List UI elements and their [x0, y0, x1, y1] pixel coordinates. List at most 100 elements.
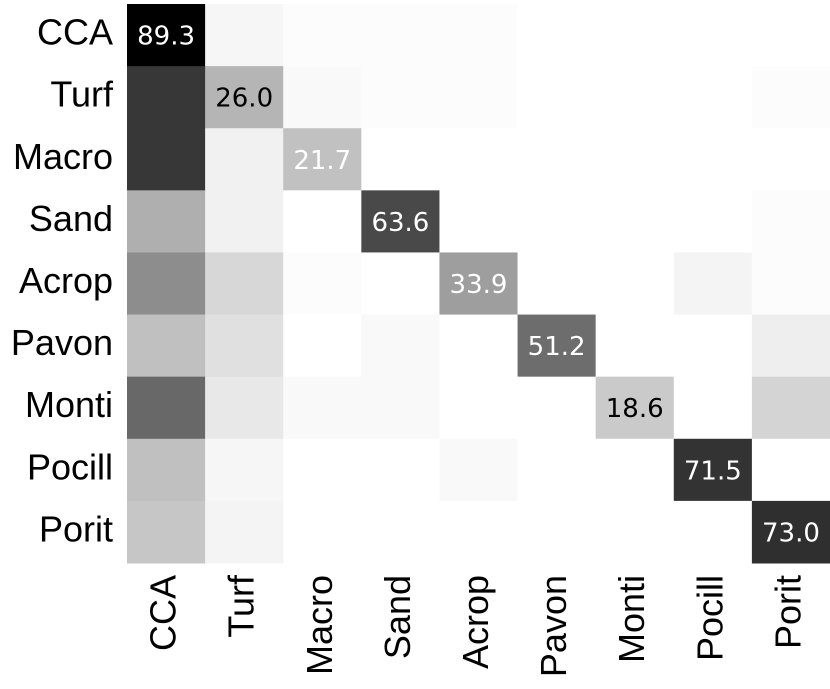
cell: [361, 500, 440, 564]
cell: [517, 438, 597, 502]
cell: [361, 66, 440, 129]
col-label: Porit: [767, 575, 808, 649]
cell: [205, 66, 284, 129]
cell: [283, 66, 362, 129]
row-label: Porit: [39, 508, 113, 549]
cell: [439, 500, 519, 564]
cell: [673, 128, 753, 191]
cell: [361, 4, 440, 67]
cell: [595, 252, 675, 316]
cell: [127, 252, 206, 316]
cell: [283, 500, 362, 564]
col-label: Monti: [611, 575, 652, 663]
cell: [517, 500, 597, 564]
col-label: Sand: [377, 575, 418, 659]
col-label: Pavon: [533, 575, 574, 677]
cell: [283, 128, 362, 191]
cell: [673, 66, 753, 129]
cell-label: 71.5: [684, 456, 742, 486]
col-label: CCA: [143, 575, 184, 651]
cell-label: 51.2: [528, 332, 586, 362]
cell: [361, 376, 440, 440]
cell: [673, 376, 753, 440]
cell-label: 21.7: [293, 146, 351, 176]
cell-label: 18.6: [606, 394, 664, 424]
cell: [673, 252, 753, 316]
cell: [439, 252, 519, 316]
cell: [751, 376, 830, 440]
cell-label: 63.6: [371, 208, 429, 238]
cell: [673, 314, 753, 378]
cell: [751, 314, 830, 378]
cell: [283, 438, 362, 502]
cell: [595, 4, 675, 67]
cell: [361, 252, 440, 316]
cell: [517, 4, 597, 67]
cell: [595, 438, 675, 502]
row-label: Macro: [13, 136, 113, 177]
cell: [127, 4, 206, 67]
cell: [205, 500, 284, 564]
cell: [595, 128, 675, 191]
cell: [751, 252, 830, 316]
cell: [439, 128, 519, 191]
cell: [439, 66, 519, 129]
cell: [751, 500, 830, 564]
cell: [595, 376, 675, 440]
cell-label: 89.3: [137, 22, 195, 52]
cell: [439, 314, 519, 378]
cell: [673, 190, 753, 253]
cell: [283, 376, 362, 440]
cell: [205, 252, 284, 316]
cell: [283, 190, 362, 253]
cell: [673, 438, 753, 502]
cell: [127, 314, 206, 378]
cell: [673, 4, 753, 67]
row-label: Turf: [50, 74, 114, 115]
row-label: Sand: [29, 198, 113, 239]
cell: [517, 376, 597, 440]
cell: [439, 376, 519, 440]
cell: [595, 314, 675, 378]
cell: [127, 500, 206, 564]
col-label: Pocill: [689, 575, 730, 661]
cell: [205, 314, 284, 378]
col-label: Macro: [299, 575, 340, 675]
cell: [595, 190, 675, 253]
cell: [751, 190, 830, 253]
cell: [205, 128, 284, 191]
cell: [517, 128, 597, 191]
cell: [127, 128, 206, 191]
cell-label: 26.0: [215, 84, 273, 114]
col-label: Turf: [221, 574, 262, 638]
cell: [127, 190, 206, 253]
cell: [205, 438, 284, 502]
cell: [283, 252, 362, 316]
cell: [127, 376, 206, 440]
cell: [361, 190, 440, 253]
cell: [751, 438, 830, 502]
row-label: Pavon: [11, 322, 113, 363]
cell: [283, 4, 362, 67]
cell: [517, 66, 597, 129]
cell: [751, 66, 830, 129]
cell: [517, 314, 597, 378]
row-label: Pocill: [27, 446, 113, 487]
cell: [361, 314, 440, 378]
row-label: CCA: [37, 12, 113, 53]
cell: [361, 128, 440, 191]
cell: [127, 438, 206, 502]
cell: [127, 66, 206, 129]
cell: [205, 4, 284, 67]
cell: [673, 500, 753, 564]
cell: [517, 252, 597, 316]
cell: [751, 128, 830, 191]
cell: [595, 500, 675, 564]
cell-label: 73.0: [762, 518, 820, 548]
cell: [439, 190, 519, 253]
cell-label: 33.9: [450, 270, 508, 300]
cell: [517, 190, 597, 253]
cell: [283, 314, 362, 378]
row-label: Acrop: [19, 260, 113, 301]
